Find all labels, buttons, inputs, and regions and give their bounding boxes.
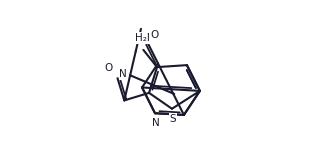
Text: H₂N: H₂N bbox=[135, 33, 154, 43]
Text: O: O bbox=[150, 30, 158, 40]
Text: O: O bbox=[104, 63, 112, 73]
Text: S: S bbox=[170, 114, 176, 124]
Text: N: N bbox=[119, 69, 127, 79]
Text: N: N bbox=[152, 118, 160, 128]
